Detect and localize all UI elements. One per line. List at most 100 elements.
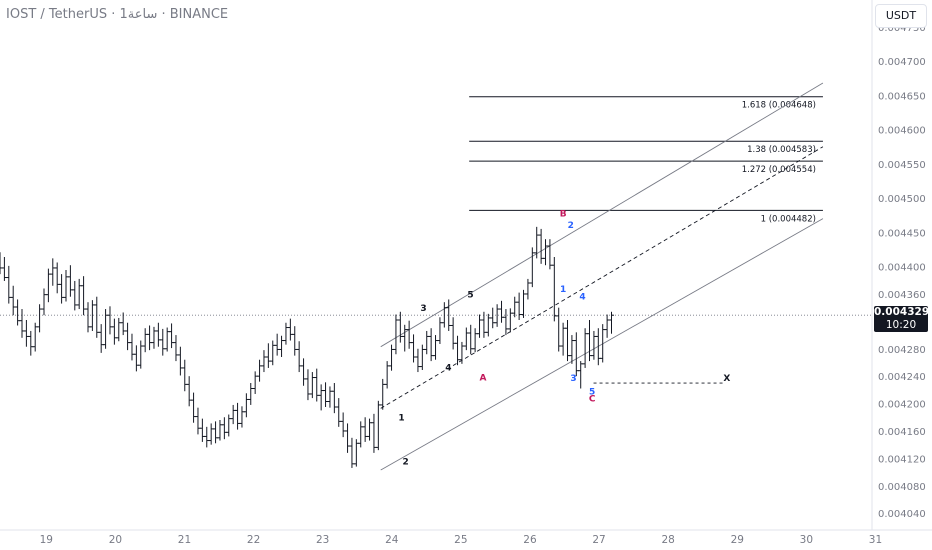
ohlc-bar — [516, 292, 522, 320]
y-tick-label: 0.004160 — [878, 427, 926, 438]
ohlc-bar — [230, 404, 236, 425]
ohlc-bar — [609, 311, 615, 334]
x-tick-label: 24 — [385, 534, 399, 546]
wave-label: 2 — [402, 458, 408, 468]
ohlc-bar — [402, 324, 408, 352]
ohlc-bar — [164, 327, 170, 352]
ohlc-bar — [186, 376, 192, 407]
ohlc-bar — [551, 256, 557, 322]
fib-level-label: 1 (0.004482) — [761, 214, 816, 224]
ohlc-bar — [120, 312, 126, 336]
ohlc-bar — [490, 307, 496, 329]
ohlc-bar — [0, 252, 3, 275]
ohlc-bar — [556, 307, 562, 352]
fib-level-label: 1.272 (0.004554) — [742, 165, 816, 175]
ohlc-bar — [406, 320, 412, 349]
ohlc-bar — [28, 330, 34, 356]
ohlc-bar — [595, 328, 601, 366]
ohlc-bar — [252, 371, 258, 394]
ohlc-bar — [362, 417, 368, 442]
ohlc-bar — [142, 328, 148, 353]
ohlc-bar — [1, 256, 7, 281]
y-tick-label: 0.004450 — [878, 228, 926, 239]
y-tick-label: 0.004600 — [878, 126, 926, 137]
ohlc-bar — [380, 378, 386, 410]
wave-label: 4 — [579, 292, 585, 302]
ohlc-bar — [72, 280, 78, 311]
ohlc-bar — [314, 368, 320, 402]
ohlc-bar — [59, 274, 65, 304]
ohlc-bar — [63, 270, 69, 302]
ohlc-bar — [455, 335, 461, 366]
ohlc-bar — [450, 317, 456, 350]
ohlc-bar — [437, 317, 443, 344]
y-tick-label: 0.004550 — [878, 160, 926, 171]
wave-label: C — [589, 395, 596, 405]
ohlc-bar — [283, 322, 289, 345]
ohlc-bar — [213, 421, 219, 444]
wave-label: 1 — [560, 285, 566, 295]
ohlc-bar — [468, 324, 474, 355]
ohlc-bar — [345, 423, 351, 453]
ohlc-bar — [433, 335, 439, 360]
ohlc-bar — [353, 439, 359, 467]
x-tick-label: 29 — [731, 534, 744, 546]
ohlc-bar — [243, 393, 249, 418]
ohlc-bar — [525, 278, 531, 300]
ohlc-bar — [296, 341, 302, 373]
ohlc-bar — [591, 330, 597, 360]
ohlc-bar — [81, 276, 87, 316]
ohlc-bar — [76, 278, 82, 310]
wave-label: B — [560, 210, 567, 220]
ohlc-bar — [155, 322, 161, 347]
last-price-tag: 0.004329 10:20 — [874, 306, 929, 332]
wave-label: 1 — [398, 414, 404, 424]
y-tick-label: 0.004240 — [878, 372, 926, 383]
ohlc-bar — [169, 323, 175, 349]
ohlc-bar — [481, 311, 487, 338]
ohlc-bar — [331, 383, 337, 414]
ohlc-bar — [323, 382, 329, 407]
y-tick-label: 0.004280 — [878, 345, 926, 356]
ohlc-bar — [54, 262, 60, 294]
ohlc-bar — [45, 268, 51, 303]
ohlc-bar — [327, 386, 333, 408]
y-tick-label: 0.004700 — [878, 57, 926, 68]
y-tick-label: 0.004400 — [878, 263, 926, 274]
ohlc-bar — [261, 350, 267, 373]
chart-title: IOST / TetherUS · 1ساعة · BINANCE — [6, 7, 229, 22]
ohlc-bar — [265, 343, 271, 368]
ohlc-bar — [6, 265, 12, 304]
ohlc-bar — [287, 318, 293, 341]
ohlc-bar — [428, 328, 434, 362]
x-tick-label: 21 — [178, 534, 191, 546]
ohlc-bar — [560, 322, 566, 356]
fib-level-label: 1.618 (0.004648) — [742, 101, 816, 111]
ohlc-bar — [534, 226, 540, 259]
currency-button[interactable]: USDT — [875, 4, 927, 28]
ohlc-bar — [565, 320, 571, 362]
ohlc-bar — [160, 328, 166, 356]
channel-upper-line — [380, 82, 824, 348]
ohlc-bar — [371, 413, 377, 453]
ohlc-bar — [248, 383, 254, 405]
ohlc-bar — [125, 322, 131, 351]
x-tick-label: 27 — [592, 534, 605, 546]
ohlc-bar — [116, 317, 122, 342]
ohlc-bar — [195, 407, 201, 435]
x-tick-label: 19 — [40, 534, 53, 546]
ohlc-bar — [107, 306, 113, 335]
ohlc-bar — [10, 285, 16, 316]
ohlc-bar — [301, 358, 307, 386]
y-tick-label: 0.004500 — [878, 194, 926, 205]
ohlc-bar — [477, 314, 483, 338]
ohlc-bar — [336, 398, 342, 427]
y-tick-label: 0.004080 — [878, 482, 926, 493]
wave-label: A — [480, 373, 487, 383]
ohlc-bar — [177, 346, 183, 376]
ohlc-bar — [182, 359, 188, 392]
ohlc-bar — [521, 289, 527, 318]
ohlc-bar — [173, 335, 179, 362]
